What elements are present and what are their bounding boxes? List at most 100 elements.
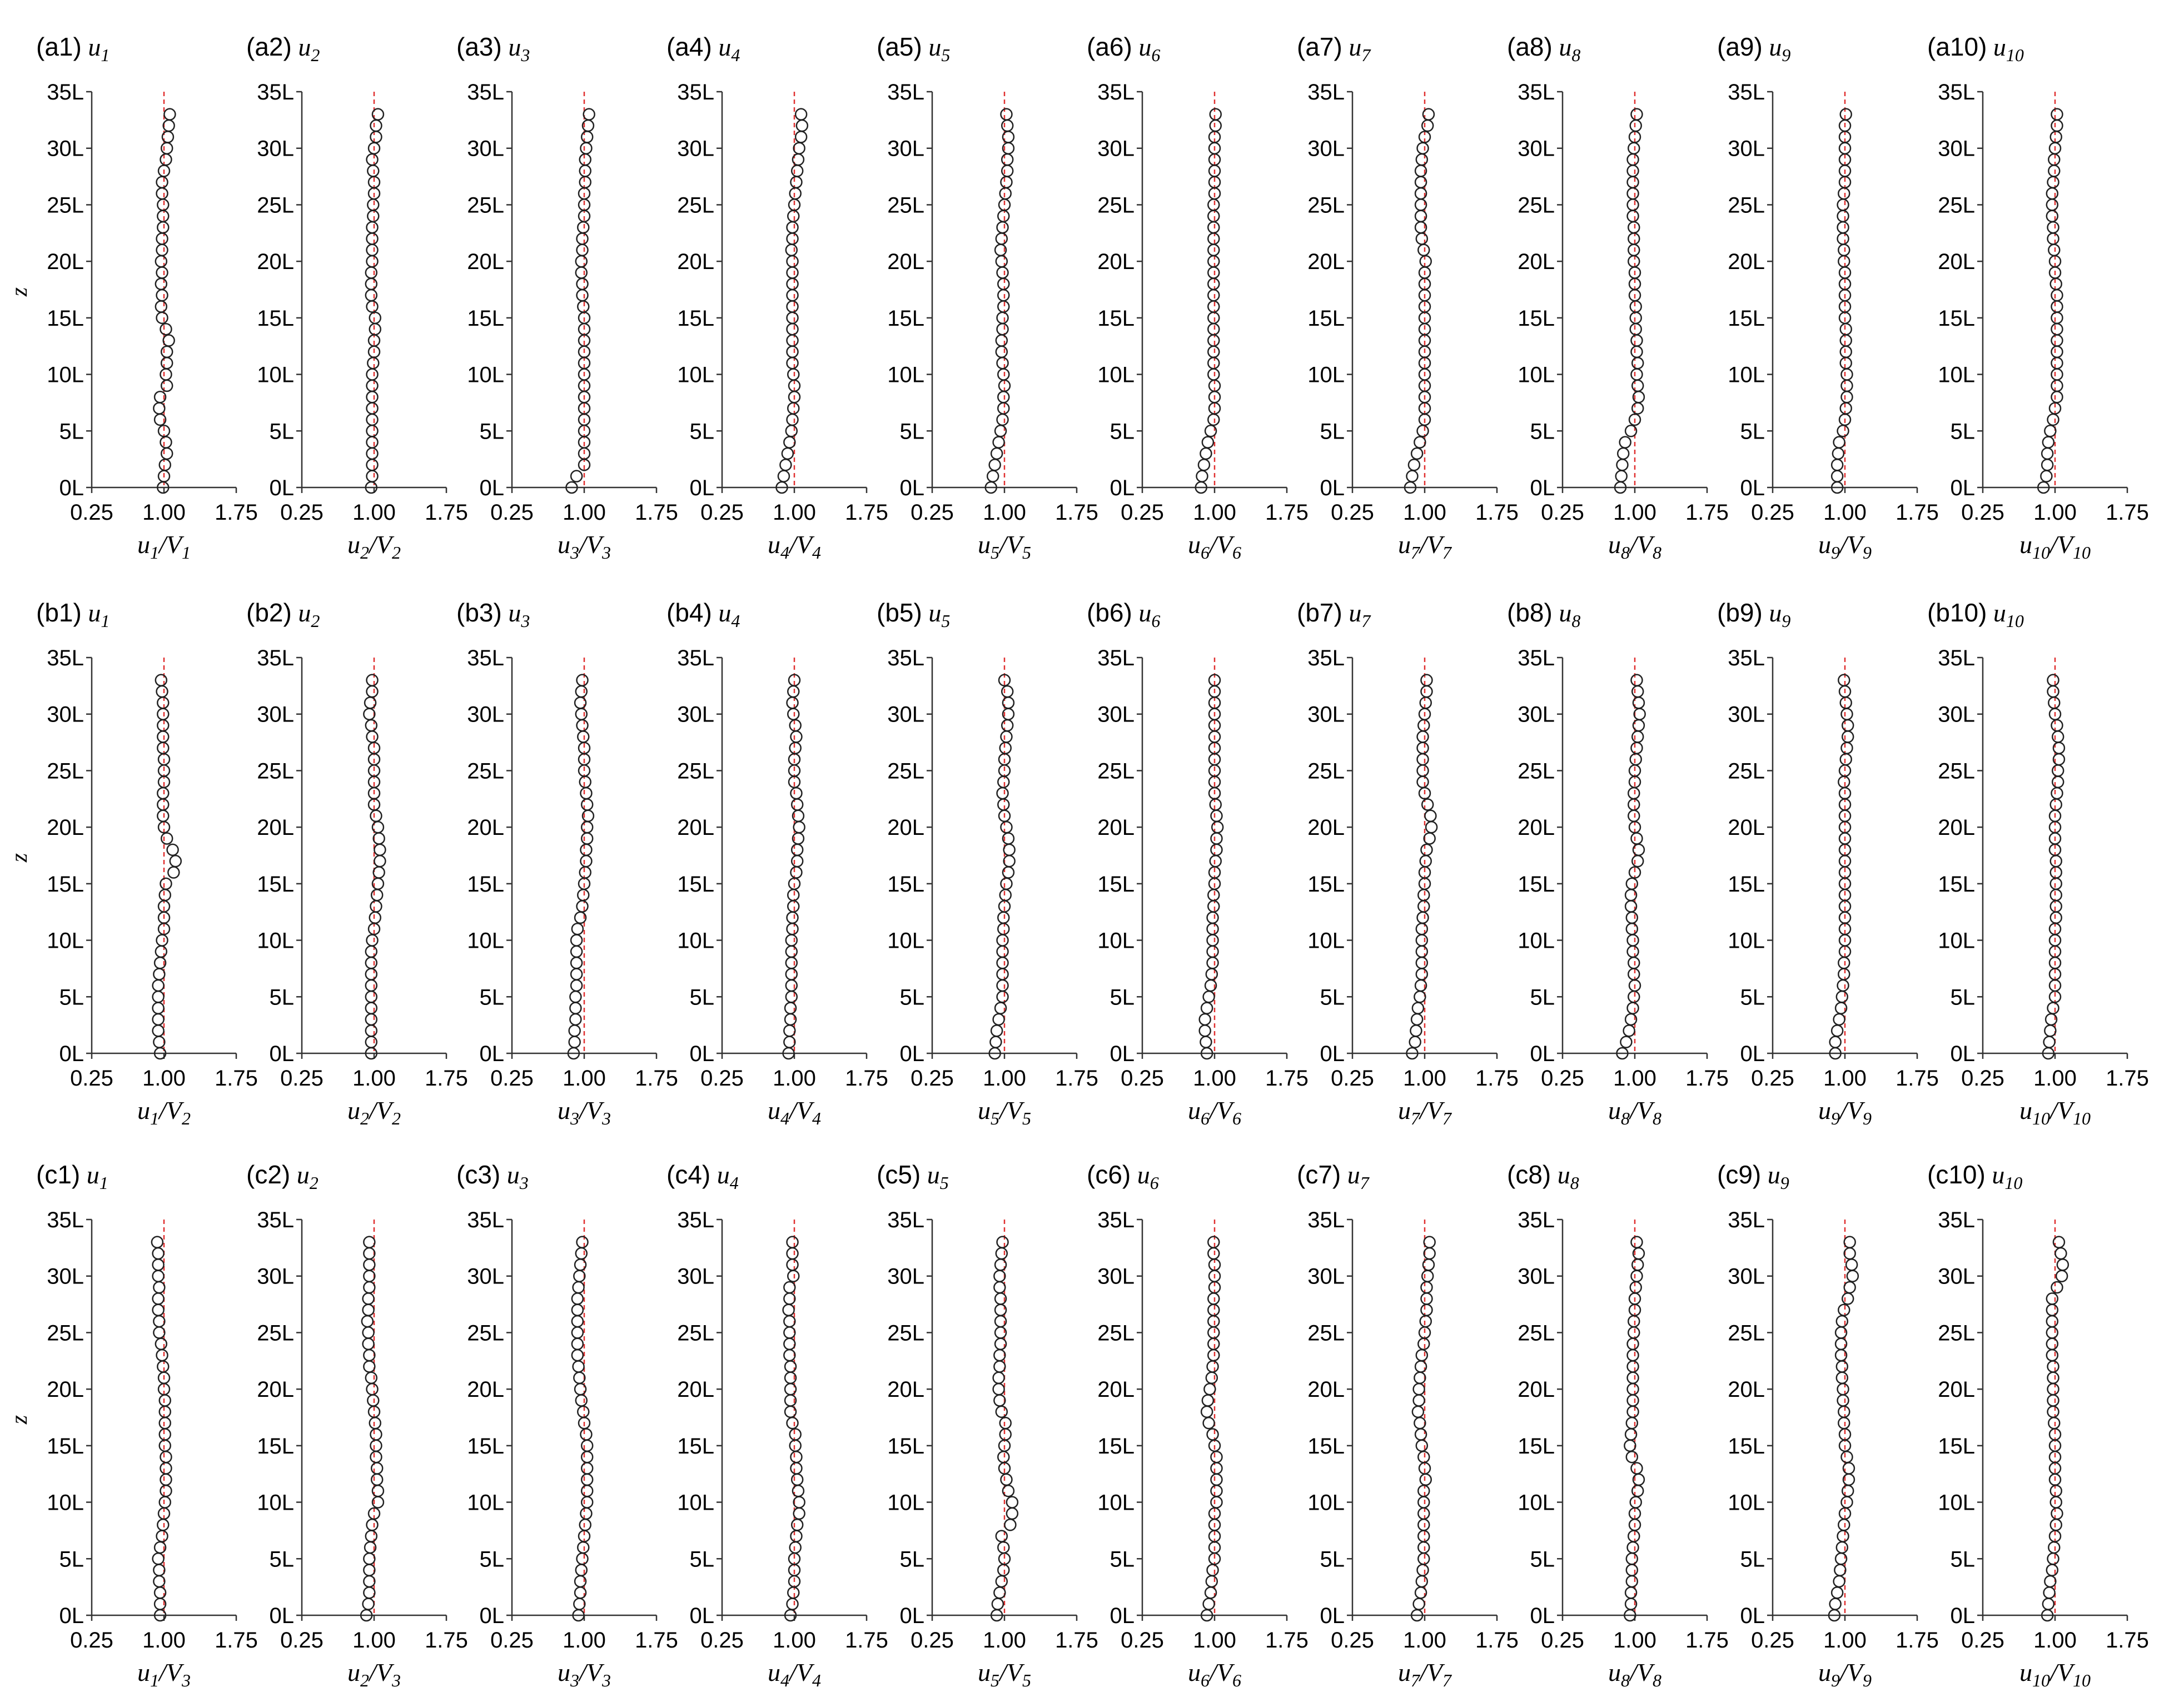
data-point xyxy=(999,888,1012,902)
y-tick-label: 25L xyxy=(887,193,924,217)
x-tick-label: 0.25 xyxy=(1331,1066,1374,1091)
data-point xyxy=(2051,322,2063,336)
data-point xyxy=(1210,832,1223,845)
x-tick-label: 0.25 xyxy=(280,1628,324,1653)
data-point xyxy=(1201,436,1215,449)
x-tick-label: 0.25 xyxy=(1121,1628,1164,1653)
data-point xyxy=(1630,1462,1643,1475)
y-tick-label: 5L xyxy=(480,419,505,444)
data-point xyxy=(1202,1598,1215,1610)
data-point xyxy=(156,1530,168,1542)
data-point xyxy=(2046,1292,2059,1305)
y-tick-label: 5L xyxy=(59,1547,84,1571)
y-tick-label: 35L xyxy=(1728,646,1765,670)
y-tick-label: 5L xyxy=(270,1547,295,1571)
data-point xyxy=(1630,1236,1643,1248)
data-point xyxy=(2049,1496,2062,1509)
data-point xyxy=(1417,900,1430,913)
x-tick-label: 1.00 xyxy=(983,1066,1026,1091)
data-point xyxy=(786,922,799,935)
data-point xyxy=(157,210,170,223)
y-tick-label: 25L xyxy=(677,1321,714,1345)
data-point xyxy=(1207,255,1220,268)
data-point xyxy=(1841,730,1854,743)
data-point xyxy=(169,854,182,868)
data-point xyxy=(1000,1473,1013,1486)
data-point xyxy=(1629,322,1642,336)
data-point xyxy=(1419,696,1432,709)
y-tick-label: 25L xyxy=(47,759,84,783)
data-point xyxy=(574,1382,587,1396)
y-tick-label: 0L xyxy=(1740,1042,1765,1066)
data-point xyxy=(565,481,578,494)
data-point xyxy=(1425,820,1438,834)
data-point xyxy=(155,674,168,686)
y-tick-label: 20L xyxy=(1728,815,1765,840)
data-point xyxy=(369,911,381,924)
data-point xyxy=(158,888,171,902)
data-point xyxy=(160,379,173,392)
panel-title: (a7) u7 xyxy=(1297,32,1371,65)
y-tick-label: 35L xyxy=(1097,1208,1135,1232)
y-tick-label: 5L xyxy=(900,985,925,1009)
y-tick-label: 35L xyxy=(1728,1208,1765,1232)
data-point xyxy=(1625,922,1639,935)
data-point xyxy=(2051,345,2063,359)
data-point xyxy=(152,1013,165,1026)
data-point xyxy=(369,322,381,336)
data-point xyxy=(580,142,593,155)
y-tick-label: 20L xyxy=(1518,1377,1555,1402)
y-tick-label: 0L xyxy=(1740,1604,1765,1628)
data-point xyxy=(580,1473,594,1486)
data-point xyxy=(2051,730,2064,743)
data-point xyxy=(374,843,386,857)
data-point xyxy=(789,741,802,754)
data-point xyxy=(1423,1247,1436,1260)
data-point xyxy=(1839,334,1852,347)
data-point xyxy=(1207,334,1220,347)
x-tick-label: 1.75 xyxy=(635,1066,678,1091)
x-axis-label: u2/V3 xyxy=(347,1658,401,1690)
data-point xyxy=(1838,1303,1850,1316)
y-tick-label: 0L xyxy=(480,1042,505,1066)
data-point xyxy=(786,266,799,279)
z-axis-label: z xyxy=(7,1415,32,1425)
data-point xyxy=(1420,1292,1433,1305)
data-point xyxy=(366,402,379,415)
y-tick-label: 30L xyxy=(47,1265,84,1289)
y-tick-label: 10L xyxy=(887,929,924,953)
x-axis-label: u4/V4 xyxy=(768,1096,821,1128)
data-point xyxy=(1833,1575,1845,1588)
data-point xyxy=(1838,255,1850,268)
x-tick-label: 1.00 xyxy=(563,500,606,525)
data-point xyxy=(996,356,1009,370)
data-point xyxy=(1200,1002,1213,1014)
data-point xyxy=(1003,854,1016,868)
data-point xyxy=(1002,131,1015,143)
data-point xyxy=(988,459,1001,471)
y-tick-label: 20L xyxy=(1097,1377,1135,1402)
data-point xyxy=(361,1315,374,1328)
data-point xyxy=(1415,153,1429,166)
data-point xyxy=(1207,322,1220,336)
y-tick-label: 35L xyxy=(257,80,294,104)
data-point xyxy=(1839,345,1852,359)
data-point xyxy=(997,1450,1010,1464)
data-point xyxy=(1840,741,1853,754)
x-tick-label: 1.75 xyxy=(1055,1628,1098,1653)
panel-title: (b2) u2 xyxy=(246,598,320,631)
data-point xyxy=(157,741,170,754)
data-point xyxy=(1419,1315,1432,1328)
x-tick-label: 1.75 xyxy=(635,1628,678,1653)
data-point xyxy=(1838,674,1850,686)
y-tick-label: 35L xyxy=(1097,80,1135,104)
x-axis-label: u1/V2 xyxy=(137,1096,191,1128)
data-point xyxy=(367,1394,380,1407)
data-point xyxy=(362,1326,375,1339)
data-point xyxy=(162,334,175,347)
y-tick-label: 5L xyxy=(1530,1547,1555,1571)
data-point xyxy=(1419,1473,1432,1486)
y-tick-label: 20L xyxy=(257,250,294,274)
y-tick-label: 0L xyxy=(1951,1042,1976,1066)
